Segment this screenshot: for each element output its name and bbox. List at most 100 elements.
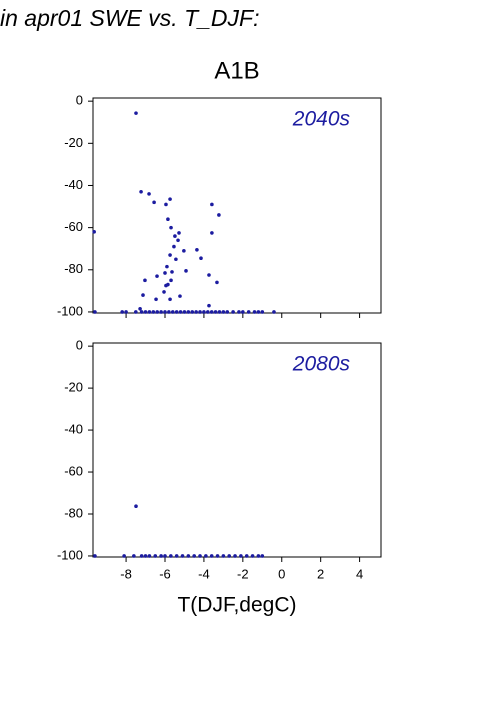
point <box>246 310 251 314</box>
point <box>204 554 208 558</box>
panel-label: 2080s <box>292 353 351 376</box>
point <box>260 554 265 558</box>
x-tick-label: -8 <box>120 566 132 581</box>
point <box>170 310 175 314</box>
point <box>134 310 138 314</box>
point <box>132 554 136 558</box>
point <box>177 231 181 235</box>
point <box>163 310 167 314</box>
point <box>237 310 241 314</box>
point <box>147 310 152 314</box>
point <box>190 310 195 314</box>
point <box>163 271 167 275</box>
point <box>143 554 148 558</box>
point <box>164 283 168 288</box>
x-tick-label: 4 <box>356 566 363 581</box>
point <box>186 310 191 314</box>
point <box>215 280 219 285</box>
point <box>170 270 174 274</box>
point <box>155 310 160 314</box>
point <box>92 230 96 234</box>
panel-label: 2040s <box>292 108 351 131</box>
point <box>162 290 166 294</box>
point <box>147 192 151 196</box>
point <box>153 554 158 558</box>
point <box>182 249 186 253</box>
point <box>207 273 211 277</box>
point <box>209 554 214 558</box>
point <box>239 554 243 558</box>
point <box>168 197 172 201</box>
point <box>256 310 261 314</box>
point <box>120 310 124 314</box>
point <box>231 310 235 314</box>
point <box>141 293 145 297</box>
point <box>199 256 203 260</box>
point <box>180 554 185 558</box>
y-tick-label: -100 <box>57 547 83 562</box>
x-axis-label: T(DJF,degC) <box>177 594 296 617</box>
point <box>159 554 163 558</box>
point <box>215 554 220 558</box>
point <box>122 554 126 558</box>
point <box>174 310 179 314</box>
plot-frame <box>92 342 382 558</box>
point <box>151 310 156 314</box>
point <box>176 238 180 243</box>
point <box>256 554 261 558</box>
y-tick-label: -80 <box>64 261 83 276</box>
y-tick-label: 0 <box>76 93 83 108</box>
point <box>166 217 170 222</box>
point <box>186 554 191 558</box>
point <box>164 202 168 207</box>
x-tick-label: -4 <box>198 566 210 581</box>
point <box>178 310 183 314</box>
point <box>209 310 214 314</box>
point <box>143 310 148 314</box>
point <box>221 310 226 314</box>
x-tick-label: -2 <box>237 566 249 581</box>
page-title: in apr01 SWE vs. T_DJF: <box>0 5 259 31</box>
point <box>139 310 144 314</box>
chart-subtitle: A1B <box>214 57 259 84</box>
point <box>252 310 257 314</box>
point <box>221 554 226 558</box>
point <box>134 111 138 115</box>
point <box>184 269 188 273</box>
point <box>173 234 177 238</box>
y-tick-label: -20 <box>64 135 83 150</box>
y-tick-label: 0 <box>76 338 83 353</box>
point <box>155 274 159 278</box>
point <box>217 213 221 217</box>
point <box>124 310 128 314</box>
point <box>154 297 158 302</box>
point <box>167 310 171 314</box>
point <box>139 554 144 558</box>
point <box>241 310 245 314</box>
point <box>202 310 206 314</box>
point <box>182 310 187 314</box>
y-tick-label: -40 <box>64 422 83 437</box>
x-tick-label: -6 <box>159 566 171 581</box>
y-tick-label: -60 <box>64 463 83 478</box>
point <box>195 247 199 252</box>
point <box>93 554 97 558</box>
point <box>225 310 230 314</box>
point <box>227 554 232 558</box>
y-tick-label: -80 <box>64 505 83 520</box>
point <box>169 225 173 230</box>
point <box>213 310 218 314</box>
point <box>210 231 214 235</box>
x-tick-label: 0 <box>278 566 285 581</box>
point <box>169 554 173 558</box>
point <box>260 310 265 314</box>
point <box>210 202 214 207</box>
point <box>194 310 198 314</box>
point <box>165 264 169 269</box>
point <box>168 297 172 302</box>
point <box>178 294 182 298</box>
point <box>192 554 196 558</box>
point <box>217 310 222 314</box>
point <box>143 278 147 283</box>
